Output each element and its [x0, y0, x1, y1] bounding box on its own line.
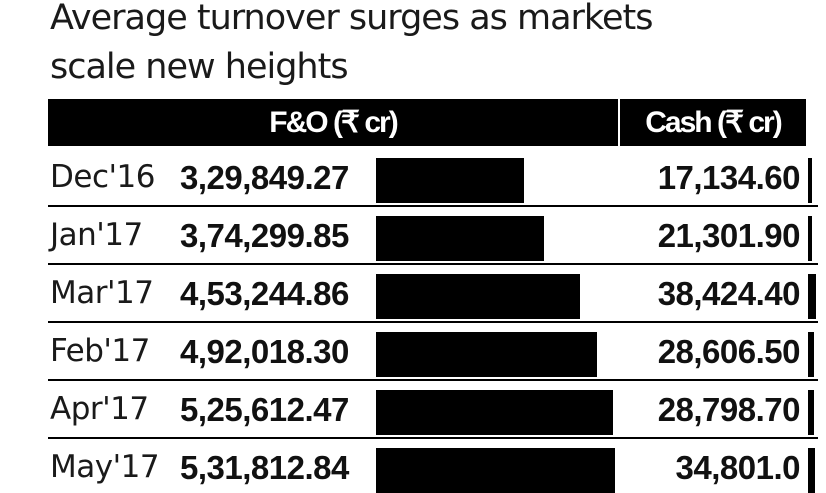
fo-value-label: 3,74,299.85 — [180, 217, 349, 254]
cash-bar — [808, 158, 812, 203]
cash-value-label: 28,606.50 — [657, 333, 801, 370]
fo-value-label: 5,25,612.47 — [180, 391, 349, 428]
cash-column-header: Cash (₹ cr) — [620, 99, 806, 146]
chart-title-line-1: Average turnover surges as markets — [50, 0, 653, 38]
cash-bar — [808, 448, 815, 493]
cash-value-label: 34,801.0 — [675, 449, 801, 486]
fo-bar — [376, 332, 597, 377]
cash-bar — [808, 216, 812, 261]
fo-bar — [376, 390, 613, 435]
row-separator — [48, 321, 818, 323]
row-separator — [48, 379, 818, 381]
month-label: Apr'17 — [50, 391, 149, 427]
chart-title: Average turnover surges as markets scale… — [50, 0, 750, 92]
fo-value-label: 3,29,849.27 — [180, 159, 349, 196]
month-label: May'17 — [50, 449, 160, 485]
fo-bar — [376, 158, 524, 203]
fo-column-header: F&O (₹ cr) — [48, 99, 618, 146]
row-separator — [48, 263, 818, 265]
fo-bar — [376, 216, 544, 261]
cash-bar — [808, 390, 814, 435]
chart-title-line-2: scale new heights — [50, 47, 349, 87]
fo-value-label: 4,53,244.86 — [180, 275, 349, 312]
cash-value-label: 17,134.60 — [657, 159, 801, 196]
cash-bar — [808, 274, 816, 319]
cash-value-label: 28,798.70 — [657, 391, 801, 428]
fo-value-label: 4,92,018.30 — [180, 333, 349, 370]
fo-bar — [376, 448, 615, 493]
month-label: Dec'16 — [50, 159, 155, 195]
month-label: Feb'17 — [50, 333, 150, 369]
month-label: Jan'17 — [50, 217, 143, 253]
fo-value-label: 5,31,812.84 — [180, 449, 349, 486]
cash-bar — [808, 332, 814, 377]
row-separator — [48, 437, 818, 439]
cash-value-label: 38,424.40 — [657, 275, 801, 312]
row-separator — [48, 205, 818, 207]
cash-value-label: 21,301.90 — [657, 217, 801, 254]
fo-bar — [376, 274, 580, 319]
month-label: Mar'17 — [50, 275, 154, 311]
